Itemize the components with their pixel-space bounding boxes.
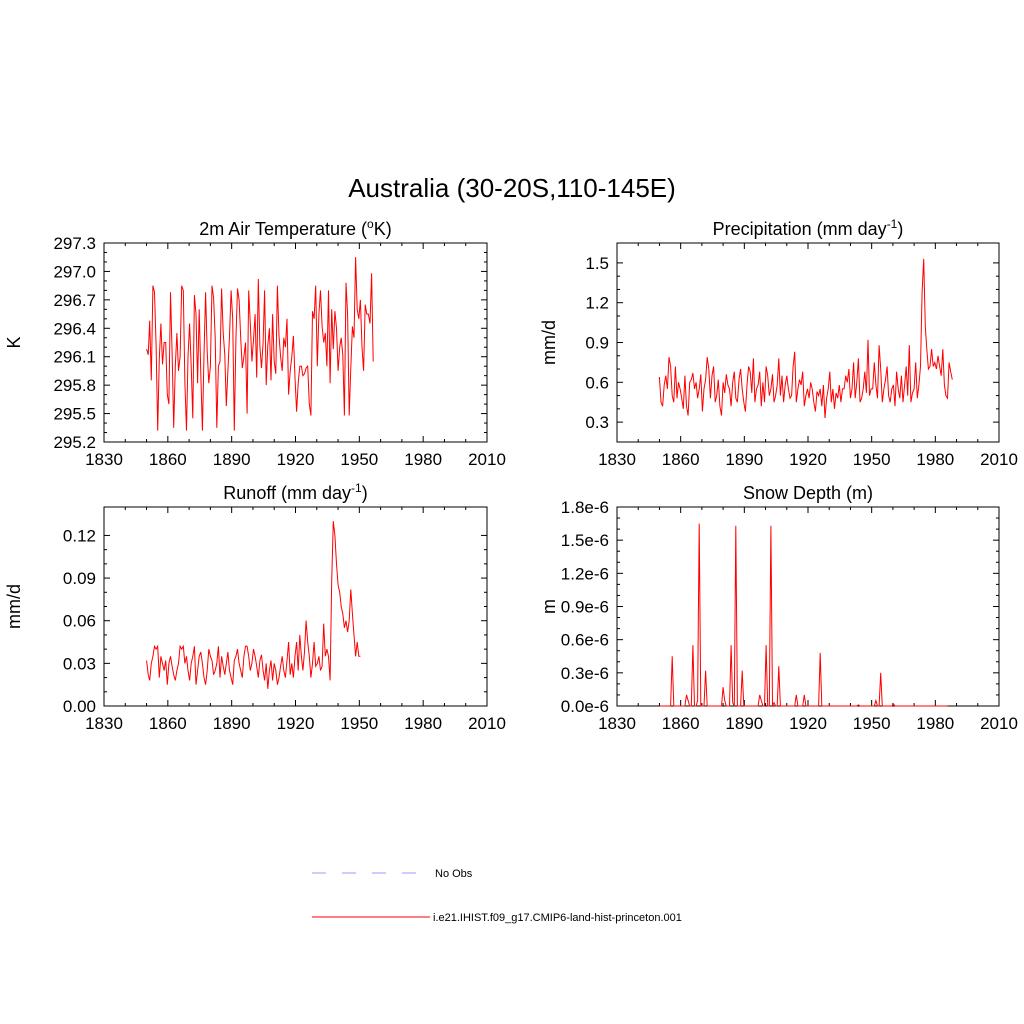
chart-panel-3: Snow Depth (m) 1830 1860 1890 1920 1950 1980 20… <box>539 483 1018 733</box>
panel-title-text: Precipitation (mm day <box>713 219 887 239</box>
legend-label-no-obs: No Obs <box>435 868 473 880</box>
y-tick-label: 295.2 <box>53 433 96 452</box>
y-tick-label: 0.9 <box>585 334 609 353</box>
plot-frame <box>103 506 488 707</box>
x-tick-label: 1920 <box>789 450 827 469</box>
x-tick-label: 1890 <box>725 450 763 469</box>
x-tick-label: 1830 <box>85 450 123 469</box>
x-tick-label: 1950 <box>853 450 891 469</box>
plot-frame <box>616 506 1000 707</box>
y-axis-label: K <box>4 336 24 348</box>
series-line <box>146 521 361 689</box>
y-tick-label: 0.12 <box>63 526 96 545</box>
x-tick-label: 1860 <box>149 714 187 733</box>
y-tick-label: 0.09 <box>63 569 96 588</box>
y-tick-label: 0.6 <box>585 373 609 392</box>
y-tick-label: 0.9e-6 <box>561 598 609 617</box>
y-axis-label: mm/d <box>4 584 24 629</box>
x-tick-label: 1950 <box>340 714 378 733</box>
panel-title: Snow Depth (m) <box>743 483 873 503</box>
x-tick-label: 1950 <box>853 714 891 733</box>
x-tick-label: 1890 <box>213 450 251 469</box>
y-tick-label: 1.8e-6 <box>561 498 609 517</box>
y-tick-label: 297.3 <box>53 234 96 253</box>
panel-title-superscript: -1 <box>887 217 898 231</box>
y-tick-label: 0.0e-6 <box>561 697 609 716</box>
y-tick-label: 1.2 <box>585 294 609 313</box>
x-tick-label: 1980 <box>916 714 954 733</box>
chart-panel-1: Precipitation (mm day-1) 1830 1860 1890 1920… <box>539 217 1018 469</box>
panel-title-text-end: ) <box>362 483 368 503</box>
panel-title-text-end: ) <box>897 219 903 239</box>
legend-label-model: i.e21.IHIST.f09_g17.CMIP6-land-hist-prin… <box>433 912 682 924</box>
x-tick-label: 1860 <box>662 714 700 733</box>
x-tick-label: 1950 <box>340 450 378 469</box>
series-line <box>658 258 953 419</box>
panel-title-text: Snow Depth (m) <box>743 483 873 503</box>
chart-panel-2: Runoff (mm day-1) 1830 1860 1890 1920 1950 198… <box>4 481 506 733</box>
chart-panel-0: 2m Air Temperature (oK) 1830 1860 1890 1920 1… <box>4 217 506 469</box>
x-tick-label: 1860 <box>149 450 187 469</box>
chart-panels: 2m Air Temperature (oK)1830 1860 1890 1920 1… <box>4 217 1018 733</box>
x-tick-label: 1890 <box>725 714 763 733</box>
x-tick-label: 2010 <box>468 450 506 469</box>
x-tick-label: 2010 <box>980 450 1018 469</box>
x-tick-label: 2010 <box>468 714 506 733</box>
x-tick-label: 1980 <box>404 450 442 469</box>
panel-title: 2m Air Temperature (oK) <box>199 217 391 239</box>
y-tick-label: 0.6e-6 <box>561 631 609 650</box>
x-tick-label: 1920 <box>277 714 315 733</box>
x-tick-label: 1830 <box>598 714 636 733</box>
y-tick-label: 296.1 <box>53 348 96 367</box>
y-tick-label: 1.5 <box>585 254 609 273</box>
y-tick-label: 0.03 <box>63 654 96 673</box>
y-tick-label: 0.06 <box>63 612 96 631</box>
y-axis-label: mm/d <box>539 320 559 365</box>
y-axis-label: m <box>539 599 559 614</box>
y-tick-label: 297.0 <box>53 262 96 281</box>
series-line <box>146 257 374 431</box>
figure-title: Australia (30-20S,110-145E) <box>348 173 676 203</box>
y-tick-label: 295.8 <box>53 376 96 395</box>
panel-title-text: 2m Air Temperature ( <box>199 219 367 239</box>
y-tick-label: 296.7 <box>53 291 96 310</box>
y-tick-label: 0.00 <box>63 697 96 716</box>
panel-title-superscript: o <box>367 217 374 231</box>
legend: No Obs i.e21.IHIST.f09_g17.CMIP6-land-hi… <box>312 868 682 924</box>
y-tick-label: 1.5e-6 <box>561 531 609 550</box>
panel-title-text: Runoff (mm day <box>223 483 351 503</box>
panel-title-superscript: -1 <box>351 481 362 495</box>
x-tick-label: 1830 <box>85 714 123 733</box>
x-tick-label: 2010 <box>980 714 1018 733</box>
plot-frame <box>616 242 1000 443</box>
x-tick-label: 1920 <box>277 450 315 469</box>
x-tick-label: 1830 <box>598 450 636 469</box>
x-tick-label: 1890 <box>213 714 251 733</box>
y-tick-label: 0.3 <box>585 413 609 432</box>
y-tick-label: 1.2e-6 <box>561 564 609 583</box>
y-tick-label: 296.4 <box>53 319 96 338</box>
y-tick-label: 0.3e-6 <box>561 664 609 683</box>
panel-title: Runoff (mm day-1) <box>223 481 367 503</box>
x-tick-label: 1860 <box>662 450 700 469</box>
series-line <box>659 523 948 707</box>
panel-title: Precipitation (mm day-1) <box>713 217 904 239</box>
y-tick-label: 295.5 <box>53 405 96 424</box>
x-tick-label: 1980 <box>916 450 954 469</box>
x-tick-label: 1920 <box>789 714 827 733</box>
panel-title-text-end: K) <box>374 219 392 239</box>
x-tick-label: 1980 <box>404 714 442 733</box>
